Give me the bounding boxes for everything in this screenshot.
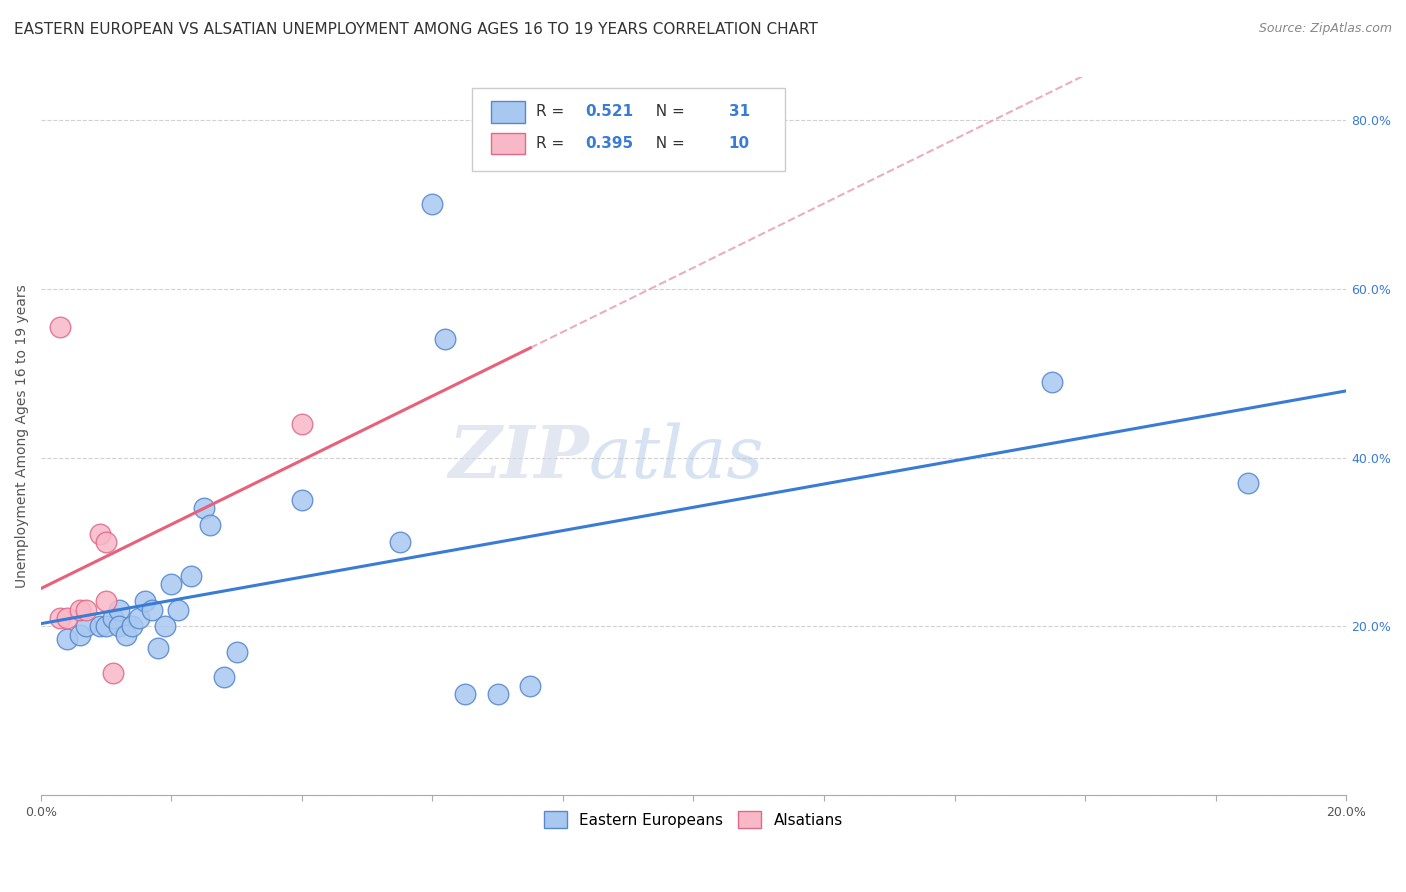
Point: [148, 640, 170, 655]
Point: [76, 619, 98, 633]
FancyBboxPatch shape: [471, 88, 785, 170]
Point: [291, 417, 314, 431]
Text: N =: N =: [647, 136, 690, 151]
Point: [49, 611, 72, 625]
Point: [141, 602, 163, 616]
Point: [153, 619, 176, 633]
Point: [108, 602, 131, 616]
Point: [89, 619, 111, 633]
Point: [108, 619, 131, 633]
FancyBboxPatch shape: [491, 133, 524, 154]
Point: [94, 594, 117, 608]
Y-axis label: Unemployment Among Ages 16 to 19 years: Unemployment Among Ages 16 to 19 years: [15, 285, 30, 589]
Point: [212, 670, 235, 684]
Point: [180, 568, 202, 582]
Point: [114, 628, 136, 642]
Text: Source: ZipAtlas.com: Source: ZipAtlas.com: [1258, 22, 1392, 36]
Point: [1042, 375, 1064, 389]
Point: [434, 332, 457, 346]
Text: R =: R =: [536, 136, 568, 151]
Point: [56, 611, 79, 625]
Text: 0.521: 0.521: [585, 104, 633, 120]
FancyBboxPatch shape: [491, 101, 524, 123]
Point: [56, 632, 79, 647]
Text: ZIP: ZIP: [449, 423, 589, 493]
Point: [388, 535, 411, 549]
Text: R =: R =: [536, 104, 568, 120]
Point: [486, 687, 509, 701]
Text: 10: 10: [728, 136, 749, 151]
Text: 0.395: 0.395: [585, 136, 633, 151]
Point: [291, 492, 314, 507]
Point: [49, 319, 72, 334]
Point: [101, 665, 124, 680]
Point: [200, 518, 222, 533]
Point: [76, 602, 98, 616]
Text: EASTERN EUROPEAN VS ALSATIAN UNEMPLOYMENT AMONG AGES 16 TO 19 YEARS CORRELATION : EASTERN EUROPEAN VS ALSATIAN UNEMPLOYMEN…: [14, 22, 818, 37]
Point: [101, 611, 124, 625]
Point: [94, 535, 117, 549]
Point: [89, 526, 111, 541]
Text: 31: 31: [728, 104, 749, 120]
Legend: Eastern Europeans, Alsatians: Eastern Europeans, Alsatians: [538, 805, 849, 834]
Point: [193, 501, 215, 516]
Point: [454, 687, 477, 701]
Point: [69, 602, 91, 616]
Point: [422, 197, 444, 211]
Point: [225, 645, 247, 659]
Point: [160, 577, 183, 591]
Point: [1237, 475, 1260, 490]
Text: N =: N =: [647, 104, 690, 120]
Point: [128, 611, 150, 625]
Point: [167, 602, 190, 616]
Point: [519, 679, 541, 693]
Point: [94, 619, 117, 633]
Point: [134, 594, 156, 608]
Text: atlas: atlas: [589, 423, 765, 493]
Point: [121, 619, 143, 633]
Point: [69, 628, 91, 642]
